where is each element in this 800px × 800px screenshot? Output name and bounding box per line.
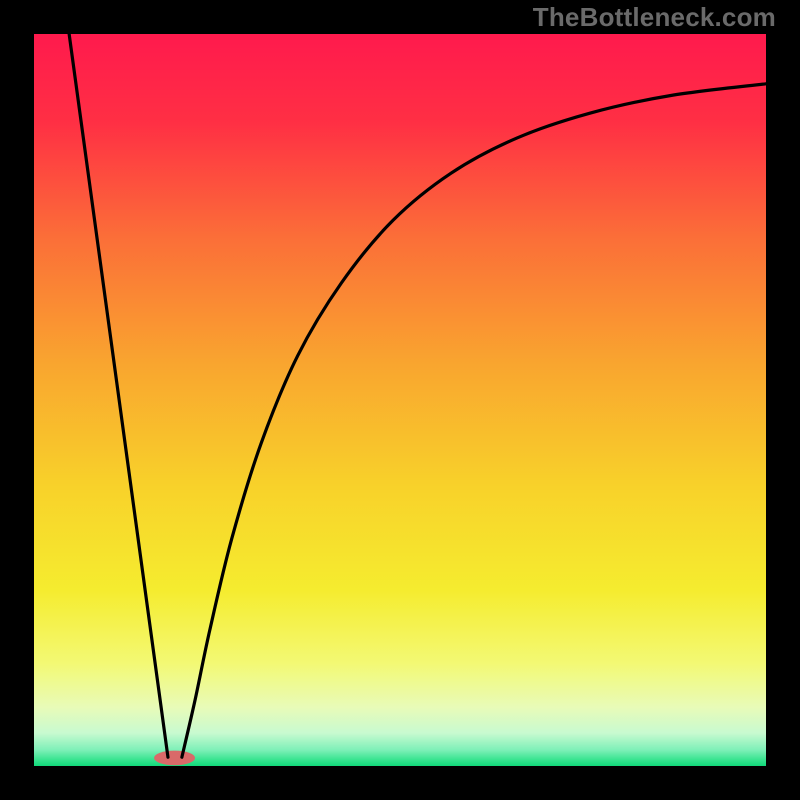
bottleneck-marker (154, 751, 195, 766)
chart-container: TheBottleneck.com (0, 0, 800, 800)
chart-svg (0, 0, 800, 800)
plot-background (34, 34, 766, 766)
watermark-text: TheBottleneck.com (533, 2, 776, 33)
